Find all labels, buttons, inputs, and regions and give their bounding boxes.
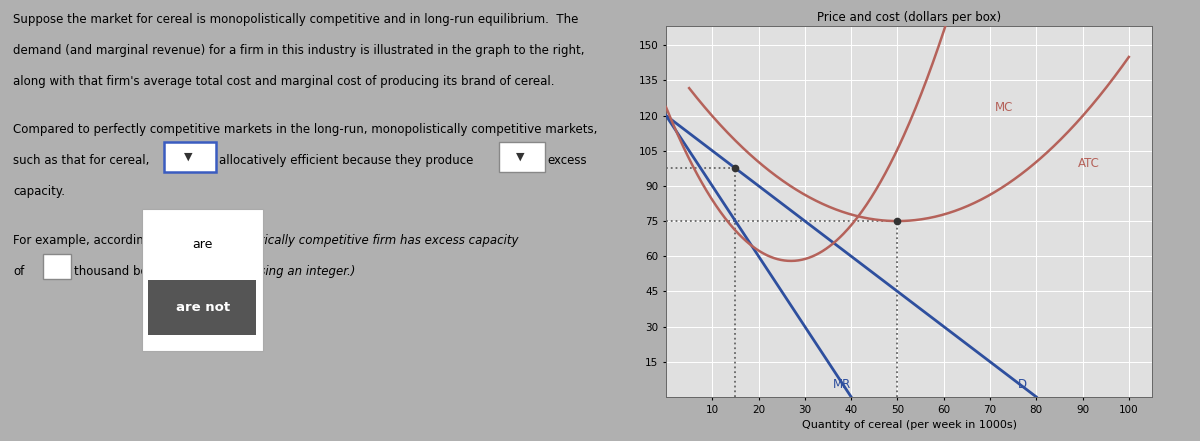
- Text: Suppose the market for cereal is monopolistically competitive and in long-run eq: Suppose the market for cereal is monopol…: [13, 13, 578, 26]
- Text: Compared to perfectly competitive markets in the long-run, monopolistically comp: Compared to perfectly competitive market…: [13, 123, 598, 136]
- Text: are not: are not: [175, 301, 230, 314]
- Text: ▼: ▼: [516, 152, 524, 162]
- X-axis label: Quantity of cereal (per week in 1000s): Quantity of cereal (per week in 1000s): [802, 420, 1016, 430]
- Text: thousand boxes.: thousand boxes.: [74, 265, 170, 277]
- Text: D: D: [1018, 377, 1027, 391]
- Text: such as that for cereal,: such as that for cereal,: [13, 154, 150, 167]
- FancyBboxPatch shape: [149, 280, 257, 335]
- Text: of: of: [13, 265, 24, 277]
- Text: excess: excess: [547, 154, 587, 167]
- FancyBboxPatch shape: [42, 254, 71, 279]
- Text: MC: MC: [995, 101, 1013, 114]
- Text: capacity.: capacity.: [13, 185, 65, 198]
- Text: ▼: ▼: [184, 152, 193, 162]
- FancyBboxPatch shape: [163, 142, 216, 172]
- Title: Price and cost (dollars per box): Price and cost (dollars per box): [817, 11, 1001, 24]
- Text: allocatively efficient because they produce: allocatively efficient because they prod…: [220, 154, 474, 167]
- Text: monopolistically competitive firm has excess capacity: monopolistically competitive firm has ex…: [199, 234, 518, 247]
- FancyBboxPatch shape: [499, 142, 545, 172]
- Text: MR: MR: [833, 377, 851, 391]
- Text: are: are: [192, 238, 212, 251]
- Text: along with that firm's average total cost and marginal cost of producing its bra: along with that firm's average total cos…: [13, 75, 554, 88]
- Text: demand (and marginal revenue) for a firm in this industry is illustrated in the : demand (and marginal revenue) for a firm…: [13, 44, 584, 57]
- Text: ATC: ATC: [1078, 157, 1100, 170]
- Text: esponse using an integer.): esponse using an integer.): [199, 265, 356, 277]
- Text: For example, according: For example, according: [13, 234, 151, 247]
- FancyBboxPatch shape: [142, 209, 263, 351]
